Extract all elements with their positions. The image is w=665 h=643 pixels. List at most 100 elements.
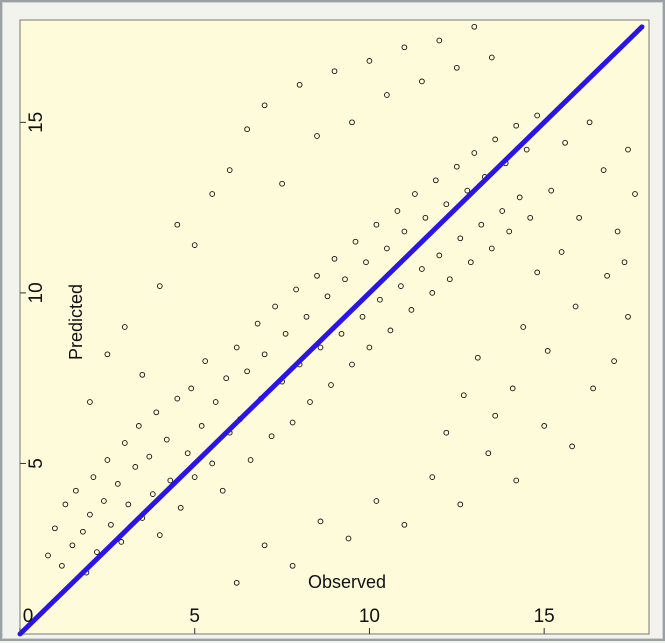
- data-point: [611, 358, 617, 364]
- data-point: [436, 37, 443, 44]
- data-point: [191, 242, 198, 248]
- data-point: [467, 259, 474, 266]
- data-point: [548, 187, 555, 194]
- data-point: [457, 235, 464, 242]
- data-point: [191, 474, 198, 480]
- data-point: [363, 259, 369, 266]
- data-point: [527, 214, 534, 221]
- data-point: [590, 385, 596, 392]
- data-point: [167, 477, 174, 484]
- data-point: [156, 532, 163, 538]
- data-point: [156, 283, 163, 289]
- data-point: [279, 180, 285, 187]
- y-tick-label: 5: [26, 458, 47, 469]
- data-point: [384, 245, 390, 252]
- data-point: [331, 68, 338, 75]
- data-point: [632, 191, 638, 197]
- data-point: [429, 290, 436, 296]
- x-tick-label: 15: [534, 606, 555, 627]
- data-point: [104, 457, 111, 463]
- data-point: [345, 535, 352, 542]
- data-point: [471, 150, 478, 156]
- data-point: [202, 358, 209, 364]
- data-point: [429, 474, 436, 480]
- data-point: [464, 187, 471, 194]
- data-point: [247, 457, 254, 463]
- data-point: [349, 361, 355, 368]
- data-point: [212, 399, 219, 405]
- data-point: [513, 477, 520, 484]
- data-point: [492, 412, 499, 419]
- data-point: [114, 481, 121, 487]
- data-point: [62, 501, 69, 508]
- data-point: [384, 92, 390, 98]
- data-point: [621, 259, 628, 266]
- data-point: [572, 303, 579, 310]
- data-point: [328, 382, 334, 388]
- data-point: [314, 272, 320, 279]
- data-point: [94, 549, 100, 555]
- data-point: [373, 498, 380, 504]
- data-point: [233, 579, 240, 586]
- data-point: [541, 423, 548, 429]
- data-point: [492, 136, 499, 143]
- data-point: [293, 286, 299, 293]
- data-point: [80, 528, 86, 535]
- data-point: [139, 371, 146, 378]
- data-point: [401, 228, 408, 235]
- data-point: [516, 194, 523, 201]
- data-point: [149, 491, 156, 497]
- data-point: [282, 330, 289, 337]
- data-point: [87, 399, 93, 405]
- data-point: [488, 245, 495, 252]
- data-point: [244, 126, 250, 133]
- data-point: [118, 539, 125, 545]
- data-point: [233, 344, 240, 351]
- data-point: [499, 208, 506, 214]
- data-point: [488, 54, 495, 61]
- data-point: [366, 344, 373, 351]
- data-point: [625, 313, 631, 320]
- data-point: [87, 511, 93, 518]
- data-point: [289, 419, 296, 426]
- data-point: [419, 266, 425, 272]
- data-point: [101, 498, 107, 504]
- data-point: [366, 58, 373, 64]
- data-point: [558, 249, 565, 255]
- data-point: [261, 102, 268, 109]
- identity-line: [17, 24, 645, 637]
- data-point: [338, 330, 345, 337]
- data-point: [625, 146, 631, 153]
- data-point: [226, 167, 233, 173]
- data-point: [443, 429, 450, 436]
- data-point: [296, 81, 303, 88]
- data-point: [73, 487, 79, 494]
- data-point: [387, 327, 394, 334]
- data-point: [520, 324, 527, 330]
- data-point: [600, 167, 607, 173]
- data-point: [261, 542, 268, 549]
- data-point: [562, 139, 568, 146]
- data-point: [268, 433, 275, 440]
- data-point: [576, 214, 582, 221]
- data-point: [534, 112, 541, 119]
- data-point: [177, 504, 184, 511]
- data-point: [125, 501, 132, 508]
- data-point: [108, 521, 114, 528]
- data-point: [506, 228, 513, 235]
- data-point: [485, 450, 492, 457]
- data-point: [244, 368, 250, 375]
- data-point: [443, 201, 450, 208]
- data-point: [349, 119, 355, 126]
- data-point: [453, 163, 460, 170]
- data-point: [174, 221, 181, 228]
- data-point: [453, 64, 460, 71]
- data-point: [223, 375, 230, 382]
- data-point: [69, 542, 76, 549]
- data-point: [474, 354, 481, 361]
- data-point: [412, 191, 418, 197]
- data-point: [219, 487, 226, 494]
- data-point: [401, 44, 408, 51]
- data-point: [121, 440, 128, 446]
